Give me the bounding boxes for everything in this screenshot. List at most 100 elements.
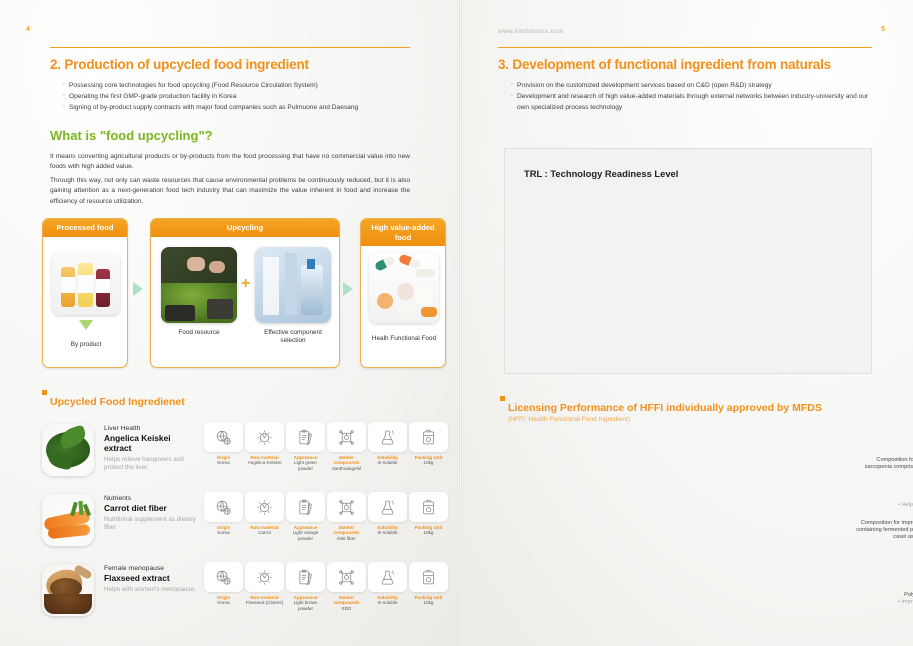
- spec-marker-compounds: Marker compounds Diet fiber: [327, 492, 366, 542]
- spec-origin: Origin Korea: [204, 562, 243, 612]
- spec-label: Solubility: [377, 455, 398, 460]
- flow-item-label: Healh Functional Food: [371, 335, 437, 342]
- spec-marker-compounds: Marker compounds SDG: [327, 562, 366, 612]
- definition-paragraph-2: Through this way, not only can waste res…: [50, 177, 410, 205]
- angelica-leaves-photo: [42, 424, 94, 476]
- spec-label: Packing Unit: [414, 525, 443, 530]
- spec-packing-unit: Packing Unit 10kg: [409, 422, 448, 472]
- licensing-title: Licensing Performance of HFFI individual…: [500, 396, 878, 414]
- flow-item-label: By product: [70, 341, 102, 348]
- ingredient-category: Liver Health: [104, 425, 141, 432]
- ingredient-info: Nutrients Carrot diet fiber Nutritional …: [104, 495, 199, 533]
- package-scale-icon: [409, 492, 448, 522]
- spec-value: Xanthoangelol: [331, 465, 362, 471]
- spec-label: Origin: [216, 595, 231, 600]
- ingredient-name: Angelica Keiskei extract: [104, 433, 171, 453]
- list-item[interactable]: Liver Health Angelica Keiskei extract He…: [42, 422, 450, 484]
- clipboard-pencil-icon: [286, 492, 325, 522]
- ingredient-category: Nutrients: [104, 495, 132, 502]
- definition-heading: What is "food upcycling"?: [50, 128, 213, 143]
- flow-stage-caption: Upcycling: [151, 219, 339, 237]
- sun-droplet-icon: [245, 422, 284, 452]
- ingredient-description: Nutritional supplement as dietary fiber: [104, 516, 196, 532]
- header-rule-right: [498, 47, 872, 49]
- spec-value: Light brown powder: [293, 600, 318, 611]
- spec-label: Raw material: [250, 525, 279, 530]
- site-url: www.kindsbiotix.com: [498, 28, 564, 35]
- spec-label: Marker compounds: [333, 595, 360, 606]
- spec-label: Solubility: [377, 595, 398, 600]
- bullet-item: Development and research of high value-a…: [510, 90, 872, 113]
- molecule-cube-icon: [327, 562, 366, 592]
- spec-value: Korea: [217, 460, 230, 466]
- spec-appearance: Appreance Light green powder: [286, 422, 325, 472]
- spec-value: Korea: [217, 530, 230, 536]
- ingredient-spec-group: Origin Korea Raw material Flaxseed (Clot…: [204, 562, 450, 612]
- section-title-right: 3. Development of functional ingredient …: [498, 57, 831, 72]
- page-number-left: 4: [26, 26, 30, 33]
- spec-origin: Origin Korea: [204, 492, 243, 542]
- bioreactor-plant-photo: [255, 247, 331, 323]
- header-rule-left: [50, 47, 410, 49]
- flask-icon: [368, 422, 407, 452]
- spec-value: Light orange powder: [292, 530, 319, 541]
- flask-icon: [368, 562, 407, 592]
- clipboard-pencil-icon: [286, 562, 325, 592]
- section-bullets-left: Possessing core technologies for food up…: [62, 79, 412, 113]
- flow-stage-caption: Processed food: [43, 219, 127, 237]
- spec-value: In-soluble: [377, 460, 398, 466]
- spec-value: Angelica Keiskei: [247, 460, 282, 466]
- globe-icon: [204, 422, 243, 452]
- spec-solubility: Solubility In-soluble: [368, 492, 407, 542]
- pills-capsules-photo: [369, 253, 439, 323]
- spec-value: Carrot: [258, 530, 271, 536]
- spec-solubility: Solubility In-soluble: [368, 422, 407, 472]
- page-gutter: [459, 0, 462, 646]
- flow-arrow-icon: [343, 282, 353, 296]
- package-scale-icon: [409, 422, 448, 452]
- package-scale-icon: [409, 562, 448, 592]
- spec-value: Flaxseed (Cloters): [245, 600, 284, 606]
- spec-origin: Origin Korea: [204, 422, 243, 472]
- carrots-photo: [42, 494, 94, 546]
- spec-label: Marker compounds: [333, 525, 360, 536]
- ingredient-spec-group: Origin Korea Raw material Carrot: [204, 492, 450, 542]
- spec-value: 10kg: [423, 530, 434, 536]
- bullet-item: Signing of by-product supply contracts w…: [62, 101, 412, 113]
- entry-note: Composition for improving bone metabolis…: [856, 520, 913, 541]
- spec-raw-material: Raw material Angelica Keiskei: [245, 422, 284, 472]
- spec-label: Origin: [216, 525, 231, 530]
- juice-bottles-photo: [52, 253, 120, 315]
- spec-value: Diet fiber: [337, 535, 356, 541]
- spec-packing-unit: Packing Unit 10kg: [409, 562, 448, 612]
- spec-value: 10kg: [423, 460, 434, 466]
- spec-appearance: Appreance Light orange powder: [286, 492, 325, 542]
- spec-label: Appreance: [293, 525, 318, 530]
- flaxseed-scoop-photo: [42, 564, 94, 616]
- flow-stage-upcycling: Upcycling + Food resource Effective comp…: [150, 218, 340, 368]
- molecule-cube-icon: [327, 422, 366, 452]
- list-item[interactable]: Nutrients Carrot diet fiber Nutritional …: [42, 492, 450, 554]
- vegetable-harvest-photo: [161, 247, 237, 323]
- sun-droplet-icon: [245, 492, 284, 522]
- spec-value: Light green powder: [294, 460, 317, 471]
- trl-panel: [504, 148, 872, 374]
- ingredient-info: Female menopause Flaxseed extract Helps …: [104, 565, 199, 594]
- down-arrow-icon: [79, 320, 93, 330]
- globe-icon: [204, 492, 243, 522]
- spec-label: Origin: [216, 455, 231, 460]
- spec-appearance: Appreance Light brown powder: [286, 562, 325, 612]
- sun-droplet-icon: [245, 562, 284, 592]
- list-item[interactable]: Female menopause Flaxseed extract Helps …: [42, 562, 450, 624]
- left-page: 4 2. Production of upcycled food ingredi…: [0, 0, 460, 646]
- spec-value: Korea: [217, 600, 230, 606]
- ingredient-description: Helps relieve hangovers and protect the …: [104, 456, 184, 472]
- spec-value: In-soluble: [377, 530, 398, 536]
- spec-label: Appreance: [293, 455, 318, 460]
- bullet-item: Operating the first GMP-grade production…: [62, 90, 412, 102]
- ingredient-name: Carrot diet fiber: [104, 503, 167, 513]
- definition-paragraph-1: It means converting agricultural product…: [50, 153, 410, 171]
- flow-stage-caption: High value-added food: [361, 219, 445, 247]
- page-number-right: 5: [881, 26, 885, 33]
